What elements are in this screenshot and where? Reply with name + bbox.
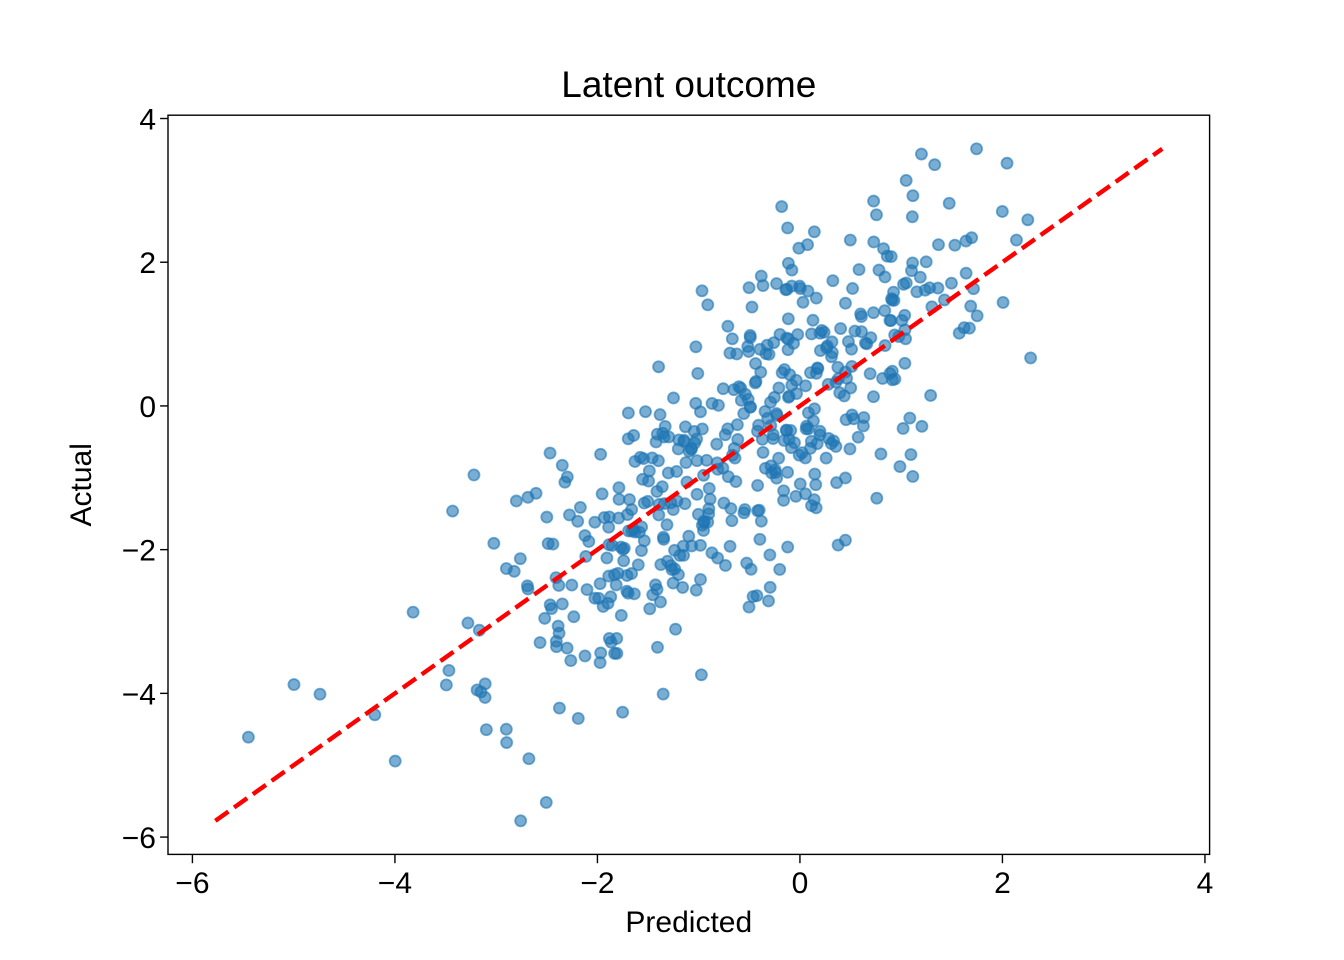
svg-text:−4: −4 (378, 867, 412, 900)
svg-text:Predicted: Predicted (625, 906, 752, 939)
svg-text:0: 0 (139, 391, 156, 424)
svg-text:Actual: Actual (65, 443, 98, 526)
svg-text:4: 4 (1197, 867, 1214, 900)
svg-text:−2: −2 (580, 867, 614, 900)
svg-text:−6: −6 (122, 822, 156, 855)
svg-text:2: 2 (994, 867, 1011, 900)
svg-text:−2: −2 (122, 535, 156, 568)
svg-text:Latent outcome: Latent outcome (561, 64, 816, 105)
svg-text:−4: −4 (122, 678, 156, 711)
svg-text:4: 4 (139, 104, 156, 137)
svg-text:−6: −6 (175, 867, 209, 900)
svg-text:2: 2 (139, 247, 156, 280)
svg-text:0: 0 (792, 867, 809, 900)
